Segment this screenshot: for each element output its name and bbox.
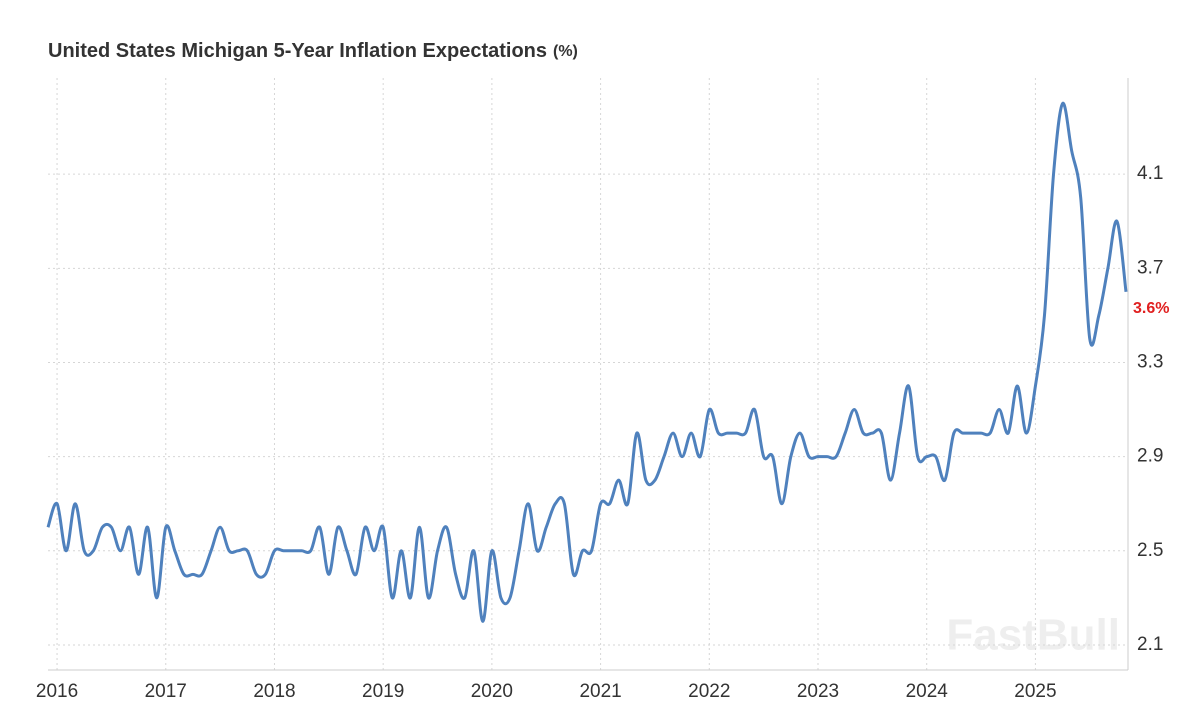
x-tick-label: 2025 (1014, 681, 1056, 702)
x-tick-label: 2022 (688, 681, 730, 702)
y-tick-label: 3.3 (1137, 351, 1163, 372)
watermark: FastBull (946, 611, 1120, 660)
x-tick-label: 2016 (36, 681, 78, 702)
title-unit: (%) (553, 43, 578, 60)
x-tick-label: 2023 (797, 681, 839, 702)
y-tick-label: 2.5 (1137, 540, 1163, 561)
x-tick-label: 2018 (253, 681, 295, 702)
chart-title: United States Michigan 5-Year Inflation … (48, 40, 578, 62)
y-tick-label: 3.7 (1137, 257, 1163, 278)
x-tick-label: 2017 (145, 681, 187, 702)
y-tick-label: 2.9 (1137, 446, 1163, 467)
data-line (46, 102, 1128, 623)
x-tick-label: 2019 (362, 681, 404, 702)
title-text: United States Michigan 5-Year Inflation … (48, 40, 547, 62)
x-tick-label: 2021 (579, 681, 621, 702)
x-tick-label: 2024 (906, 681, 949, 702)
end-label: 3.6% (1133, 300, 1169, 317)
y-tick-label: 4.1 (1137, 163, 1163, 184)
x-tick-label: 2020 (471, 681, 513, 702)
y-tick-label: 2.1 (1137, 634, 1163, 655)
